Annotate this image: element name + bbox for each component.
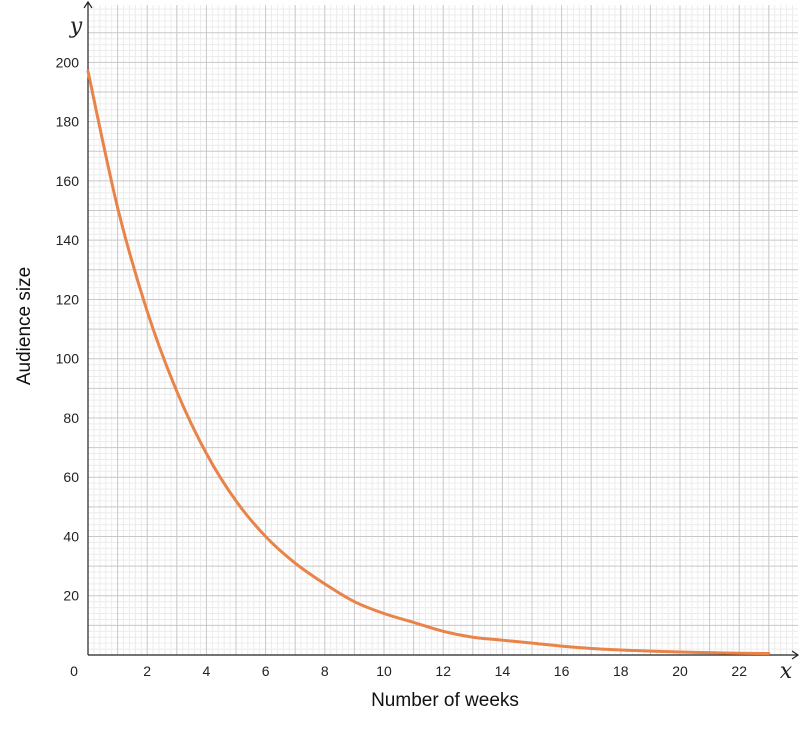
x-tick-label: 22 (731, 663, 747, 679)
origin-label: 0 (70, 663, 78, 679)
y-axis-variable: y (69, 14, 83, 39)
y-tick-label: 180 (56, 114, 80, 130)
tick-labels: 2 4 6 8 10 12 14 16 18 20 22 20 40 60 80 100 120 140 160 18… (56, 54, 748, 679)
axes (83, 0, 800, 660)
y-tick-label: 160 (56, 173, 80, 189)
x-tick-label: 16 (554, 663, 570, 679)
x-axis-title: Number of weeks (371, 690, 519, 711)
y-tick-label: 40 (63, 528, 79, 544)
x-tick-label: 14 (495, 663, 511, 679)
x-tick-label: 4 (203, 663, 211, 679)
y-tick-label: 200 (56, 54, 80, 70)
y-tick-label: 20 (63, 588, 79, 604)
y-axis-title: Audience size (14, 267, 35, 385)
x-tick-label: 20 (672, 663, 688, 679)
y-tick-label: 80 (63, 410, 79, 426)
y-tick-label: 140 (56, 232, 80, 248)
data-curve (86, 69, 771, 656)
y-tick-label: 60 (63, 469, 79, 485)
x-axis-variable: x (780, 659, 793, 684)
x-tick-label: 12 (435, 663, 451, 679)
y-tick-label: 100 (56, 351, 80, 367)
y-tick-label: 120 (56, 291, 80, 307)
x-tick-label: 18 (613, 663, 629, 679)
x-tick-label: 2 (143, 663, 151, 679)
x-tick-label: 6 (262, 663, 270, 679)
y-axis-arrow (83, 0, 93, 9)
x-tick-label: 10 (376, 663, 392, 679)
x-tick-label: 8 (321, 663, 329, 679)
x-axis-arrow (791, 650, 800, 660)
major-grid (88, 5, 798, 655)
